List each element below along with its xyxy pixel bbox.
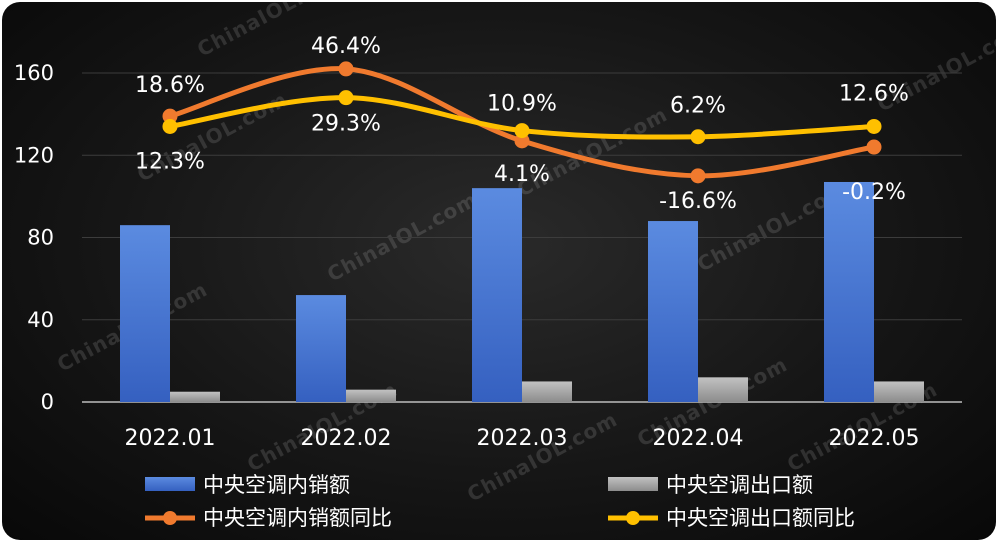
bar-export [874, 381, 924, 402]
line-domestic-yoy [167, 66, 877, 179]
data-label: -16.6% [659, 189, 737, 214]
watermark-text: ChinaIOL.com [323, 187, 481, 286]
legend-label: 中央空调内销额同比 [203, 506, 392, 530]
line-marker [514, 123, 530, 139]
bar-export [170, 391, 220, 402]
legend-marker [626, 511, 640, 525]
x-tick-label: 2022.01 [125, 426, 216, 451]
line-marker [690, 129, 706, 145]
line-marker [338, 61, 354, 77]
watermark-text: ChinaIOL.com [463, 407, 621, 506]
legend-label: 中央空调出口额同比 [666, 506, 855, 530]
data-label: 12.3% [135, 149, 205, 174]
data-label: 4.1% [494, 162, 550, 187]
legend-label: 中央空调内销额 [203, 473, 350, 497]
y-tick-label: 80 [27, 226, 54, 250]
legend-label: 中央空调出口额 [666, 473, 813, 497]
y-tick-label: 40 [27, 308, 54, 332]
x-tick-label: 2022.02 [301, 426, 392, 451]
bar-export [522, 381, 572, 402]
data-label: 12.6% [839, 81, 909, 106]
legend-swatch [608, 477, 658, 491]
bar-domestic-sales [120, 225, 170, 402]
x-tick-label: 2022.05 [829, 426, 920, 451]
data-labels: 18.6% 46.4% 4.1% -16.6% -0.2% 12.3% 29.3% 10.9%… [135, 34, 909, 214]
y-axis: 0 40 80 120 160 [14, 61, 54, 414]
x-tick-label: 2022.04 [653, 426, 744, 451]
lines [162, 61, 882, 184]
y-tick-label: 120 [14, 143, 54, 167]
bar-domestic-sales [824, 181, 874, 402]
line-marker [162, 118, 178, 134]
data-label: 46.4% [311, 34, 381, 59]
data-label: 29.3% [311, 112, 381, 137]
legend-marker [163, 511, 177, 525]
data-label: 10.9% [487, 92, 557, 117]
data-label: -0.2% [842, 180, 906, 205]
line-marker [338, 90, 354, 106]
bar-export [698, 377, 748, 402]
bar-domestic-sales [472, 188, 522, 402]
y-tick-label: 160 [14, 61, 54, 85]
bars [120, 181, 924, 402]
x-tick-label: 2022.03 [477, 426, 568, 451]
legend-swatch [145, 477, 195, 491]
line-marker [690, 168, 706, 184]
line-marker [866, 118, 882, 134]
y-tick-label: 0 [41, 390, 54, 414]
bar-domestic-sales [296, 295, 346, 402]
line-marker [866, 139, 882, 155]
bar-export [346, 389, 396, 402]
x-axis: 2022.01 2022.02 2022.03 2022.04 2022.05 [125, 426, 920, 451]
bar-domestic-sales [648, 221, 698, 402]
data-label: 6.2% [670, 94, 726, 119]
data-label: 18.6% [135, 73, 205, 98]
